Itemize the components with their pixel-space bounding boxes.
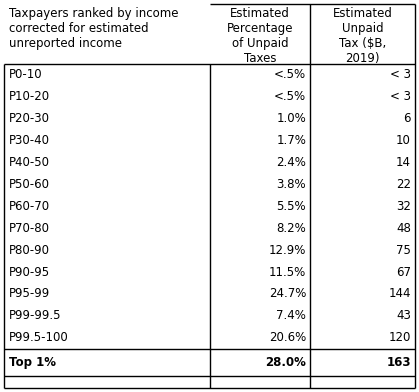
Text: Estimated
Unpaid
Tax ($B,
2019): Estimated Unpaid Tax ($B, 2019)	[333, 7, 393, 65]
Text: P70-80: P70-80	[9, 221, 50, 235]
Text: Estimated
Percentage
of Unpaid
Taxes: Estimated Percentage of Unpaid Taxes	[227, 7, 293, 65]
Text: 32: 32	[396, 200, 411, 213]
Text: 7.4%: 7.4%	[276, 309, 306, 322]
Text: P80-90: P80-90	[9, 243, 50, 257]
Text: P90-95: P90-95	[9, 265, 50, 279]
Text: P99-99.5: P99-99.5	[9, 309, 62, 322]
Text: 1.0%: 1.0%	[277, 112, 306, 125]
Text: Top 1%: Top 1%	[9, 356, 56, 369]
Text: < 3: < 3	[390, 90, 411, 103]
Text: P10-20: P10-20	[9, 90, 50, 103]
Text: 20.6%: 20.6%	[269, 331, 306, 344]
Text: 5.5%: 5.5%	[277, 200, 306, 213]
Text: 48: 48	[396, 221, 411, 235]
Text: 10: 10	[396, 134, 411, 147]
Text: 28.0%: 28.0%	[265, 356, 306, 369]
Text: 144: 144	[388, 287, 411, 300]
Text: 11.5%: 11.5%	[269, 265, 306, 279]
Text: 2.4%: 2.4%	[276, 156, 306, 169]
Text: 3.8%: 3.8%	[277, 178, 306, 191]
Text: P60-70: P60-70	[9, 200, 50, 213]
Text: P99.5-100: P99.5-100	[9, 331, 69, 344]
Text: P40-50: P40-50	[9, 156, 50, 169]
Text: <.5%: <.5%	[274, 68, 306, 81]
Text: 6: 6	[403, 112, 411, 125]
Text: 24.7%: 24.7%	[269, 287, 306, 300]
Text: P50-60: P50-60	[9, 178, 50, 191]
Text: 12.9%: 12.9%	[269, 243, 306, 257]
Text: P95-99: P95-99	[9, 287, 50, 300]
Text: 22: 22	[396, 178, 411, 191]
Text: 120: 120	[389, 331, 411, 344]
Text: Taxpayers ranked by income
corrected for estimated
unreported income: Taxpayers ranked by income corrected for…	[9, 7, 178, 50]
Text: 163: 163	[386, 356, 411, 369]
Text: 8.2%: 8.2%	[277, 221, 306, 235]
Text: 1.7%: 1.7%	[276, 134, 306, 147]
Text: < 3: < 3	[390, 68, 411, 81]
Text: <.5%: <.5%	[274, 90, 306, 103]
Text: P0-10: P0-10	[9, 68, 43, 81]
Text: 14: 14	[396, 156, 411, 169]
Text: 67: 67	[396, 265, 411, 279]
Text: 43: 43	[396, 309, 411, 322]
Text: 75: 75	[396, 243, 411, 257]
Text: P30-40: P30-40	[9, 134, 50, 147]
Text: P20-30: P20-30	[9, 112, 50, 125]
